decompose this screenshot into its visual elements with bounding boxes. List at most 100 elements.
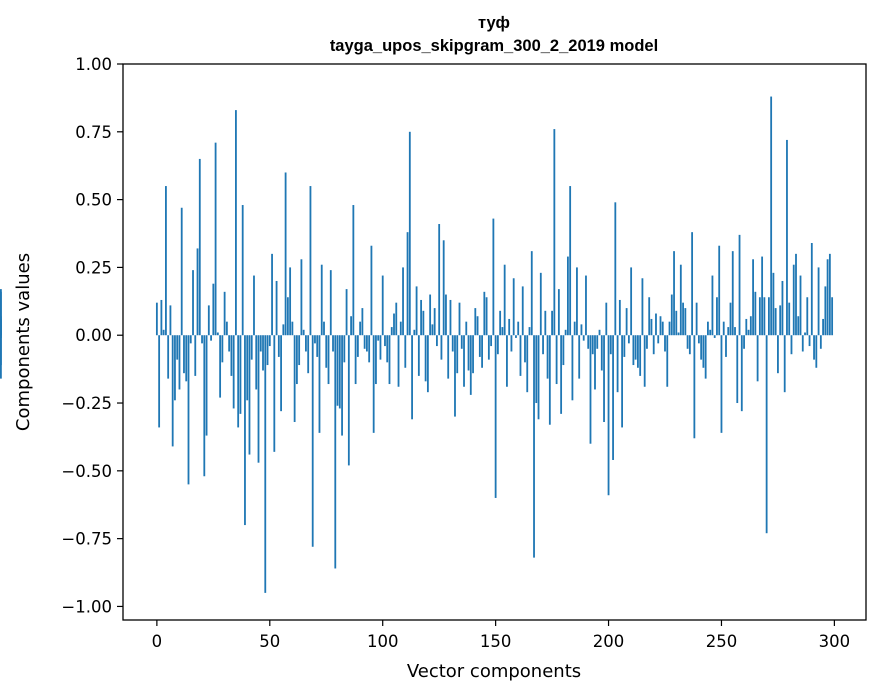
bar <box>711 275 714 336</box>
bar <box>487 335 490 360</box>
bar <box>643 335 646 387</box>
bar <box>743 335 745 349</box>
x-tick-label: 200 <box>593 632 625 651</box>
bar <box>591 335 594 355</box>
bar <box>783 335 786 393</box>
bar <box>424 335 427 382</box>
bar-series <box>0 96 834 593</box>
bar <box>329 270 332 336</box>
bar <box>521 286 524 336</box>
bar <box>440 335 443 360</box>
bar <box>634 335 637 360</box>
bar <box>458 302 461 336</box>
bar <box>305 335 307 352</box>
bar <box>368 335 371 363</box>
bar <box>652 335 655 355</box>
y-tick-label: 1.00 <box>75 55 112 74</box>
bar <box>612 335 614 460</box>
bar <box>361 308 364 336</box>
bar <box>806 297 809 336</box>
bar <box>616 335 619 393</box>
bar <box>266 335 269 366</box>
bar <box>298 335 301 366</box>
bar <box>438 224 441 336</box>
y-axis-label: Components values <box>13 253 34 431</box>
bar <box>343 335 346 363</box>
bar <box>566 256 569 336</box>
bar <box>447 335 450 379</box>
bar <box>289 267 292 336</box>
bar <box>255 335 258 390</box>
bar <box>183 335 185 374</box>
bar <box>659 316 662 336</box>
bar <box>436 335 438 347</box>
bar <box>767 297 770 336</box>
bar <box>765 335 768 534</box>
bar <box>341 335 343 436</box>
bar <box>499 310 502 336</box>
bar <box>239 335 242 414</box>
bar <box>302 329 305 336</box>
bar <box>754 291 757 336</box>
bar <box>280 335 282 412</box>
bar <box>679 264 682 336</box>
bar <box>318 335 321 433</box>
bar <box>363 335 366 349</box>
bar <box>704 335 707 379</box>
bar <box>537 335 540 420</box>
bar <box>189 335 192 344</box>
bar <box>700 335 703 360</box>
bar <box>356 335 359 357</box>
bar <box>160 299 163 336</box>
bar <box>709 329 712 336</box>
bar <box>576 267 578 336</box>
bar <box>286 297 289 336</box>
bar <box>210 335 212 341</box>
bar <box>277 335 280 357</box>
bar <box>555 335 558 385</box>
bar <box>196 248 199 336</box>
bar <box>300 259 303 336</box>
bar <box>235 110 237 336</box>
bar <box>684 308 687 336</box>
bar <box>781 280 784 336</box>
bar <box>171 335 174 447</box>
bar <box>614 202 617 336</box>
bar <box>693 335 696 439</box>
bar <box>560 335 563 414</box>
bar <box>655 313 657 336</box>
bar <box>786 139 788 336</box>
bar <box>375 335 377 385</box>
bar <box>808 335 811 347</box>
bar <box>476 316 479 336</box>
bar <box>314 335 316 344</box>
bar <box>214 142 217 336</box>
bar <box>472 335 474 374</box>
bar <box>546 335 549 379</box>
bar <box>691 232 694 336</box>
bar <box>722 321 725 336</box>
bar <box>420 299 423 336</box>
bar <box>230 335 233 376</box>
bar <box>404 335 407 368</box>
bar <box>745 318 748 336</box>
plot-frame <box>122 63 867 621</box>
bar <box>788 302 791 336</box>
bar <box>291 321 294 336</box>
bar <box>512 278 515 336</box>
bar <box>345 289 348 336</box>
bar <box>517 321 520 336</box>
bar <box>372 335 375 433</box>
bar <box>336 335 339 406</box>
bar <box>311 335 314 547</box>
bar <box>228 335 231 352</box>
bar <box>792 264 795 336</box>
bar <box>530 251 533 336</box>
bar <box>248 335 251 455</box>
bar <box>207 305 210 336</box>
bar <box>271 253 273 336</box>
bar <box>275 280 278 336</box>
bar <box>770 96 773 336</box>
bar <box>826 259 829 336</box>
bar <box>264 335 267 593</box>
